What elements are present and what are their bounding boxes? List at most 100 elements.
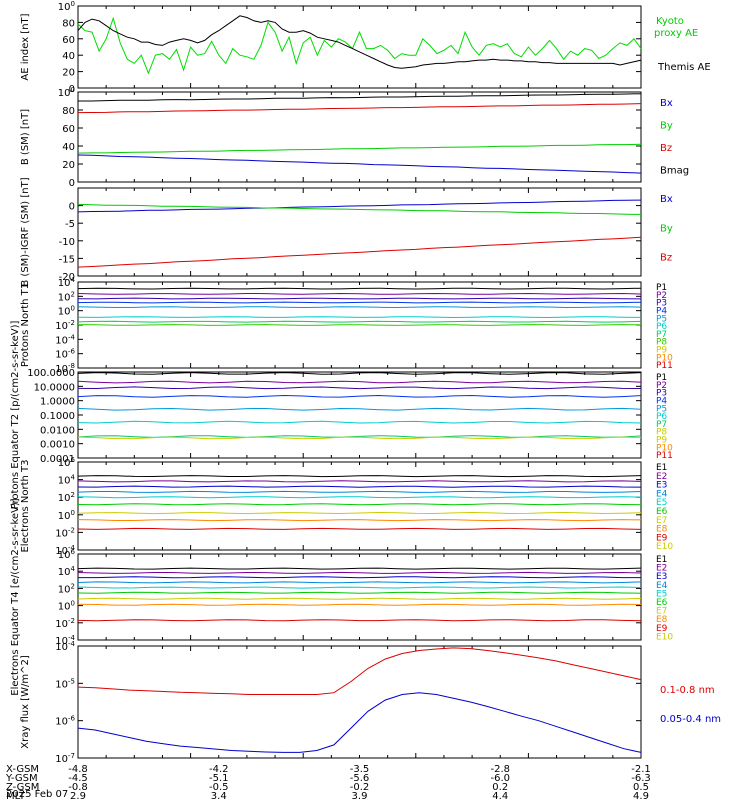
legend-entry: E7	[656, 607, 667, 617]
y-tick-label: -10	[59, 237, 75, 248]
series-line-0.1-0.8 nm	[77, 647, 642, 695]
y-tick-label: 100	[58, 509, 75, 522]
series-line-E7	[77, 597, 642, 600]
series-line-E9	[77, 619, 642, 622]
x-row-value: -4.8	[68, 764, 88, 775]
y-tick-label: 40	[62, 51, 75, 62]
legend-entry: E9	[656, 624, 668, 634]
y-tick-label: 100.0000	[27, 368, 75, 379]
y-tick-label: 60	[62, 124, 75, 135]
legend-entry: E10	[656, 632, 673, 642]
y-tick-label: 102	[58, 290, 75, 303]
y-axis-label: Electrons Equator T4 [e/(cm2-s-sr-keV)]	[10, 498, 21, 695]
panel-frame	[77, 5, 642, 89]
x-row-value: 4.9	[633, 791, 649, 800]
y-tick-label: 10-4	[55, 333, 75, 346]
legend-entry: E2	[656, 564, 667, 574]
series-line-E7	[77, 511, 642, 515]
legend-entry: P11	[656, 451, 673, 461]
y-tick-label: -20	[59, 272, 75, 283]
y-tick-label: 80	[62, 18, 75, 29]
series-line-E6	[77, 503, 642, 506]
legend-entry: By	[660, 121, 673, 132]
panel-5: 0.0001 0.0010 0.0100 0.1000 1.0000 10.0000 100…	[10, 320, 673, 509]
series-line-Bx	[77, 199, 642, 213]
x-axis-labels: X-GSM -4.8 -4.2 -3.5 -2.8 -2.1 Y-GSM -4.5 -5.1 -5…	[5, 764, 651, 800]
x-row-value: 0.2	[492, 782, 508, 793]
x-row-value: -4.2	[209, 764, 229, 775]
y-axis-label: B (SM)-IGRF (SM) [nT]	[20, 177, 31, 286]
y-tick-label: 20	[62, 160, 75, 171]
panel-8: 10-7 10-6 10-5 10-4 Xray flux [W/m^2] 0.1-0.8…	[20, 640, 721, 765]
y-tick-label: 0	[69, 178, 75, 189]
series-line-P8	[77, 324, 642, 326]
legend-entry: Themis AE	[657, 62, 711, 73]
y-axis-label: AE index [nT]	[20, 13, 31, 80]
series-line-By	[77, 203, 642, 215]
series-line-E6	[77, 591, 642, 594]
x-row-value: -0.8	[68, 782, 88, 793]
legend-entry: P6	[656, 412, 667, 422]
panel-2: 0 20 40 60 80 100 B (SM) [nT] Bx By Bz Bmag	[20, 86, 689, 189]
series-line-Bz	[77, 236, 642, 268]
series-line-P1	[77, 372, 642, 375]
legend-entry: P2	[656, 291, 667, 301]
series-line-E1	[77, 567, 642, 570]
series-line-Bmag	[78, 93, 642, 102]
y-tick-label: 0.1000	[40, 411, 75, 422]
y-tick-label: 104	[58, 276, 76, 289]
x-row-label: Y-GSM	[5, 773, 38, 784]
legend: Bx By Bz Bmag	[660, 98, 689, 177]
x-row-value: -3.5	[350, 764, 370, 775]
legend-entry: E2	[656, 472, 667, 482]
legend-entry: E5	[656, 498, 667, 508]
legend-entry: P9	[656, 346, 667, 356]
y-axis-label: Protons Equator T2 [p/(cm2-s-sr-keV)]	[10, 320, 21, 509]
series-line-0.05-0.4 nm	[77, 692, 642, 753]
legend-entry: E8	[656, 615, 668, 625]
x-row-value: 4.4	[492, 791, 508, 800]
y-tick-label: 10-6	[55, 348, 75, 361]
x-row-value: 3.4	[211, 791, 227, 800]
panel-frame	[77, 553, 642, 641]
series-line-P8	[77, 436, 642, 440]
series-line-E3	[77, 485, 642, 488]
legend-entry: E6	[656, 507, 668, 517]
y-tick-label: 100	[58, 305, 75, 318]
series-line-Kyoto proxy AE	[77, 16, 642, 75]
series-line-P3	[77, 386, 642, 390]
x-row-value: -0.5	[209, 782, 229, 793]
y-tick-label: 102	[58, 582, 75, 595]
legend-entry: 0.1-0.8 nm	[660, 685, 715, 696]
legend-entry: Bz	[660, 143, 672, 154]
x-row-value: -6.3	[631, 773, 651, 784]
legend-entry: P8	[656, 338, 667, 348]
legend-entry: P11	[656, 361, 673, 371]
legend-entry: P2	[656, 381, 667, 391]
x-row-value: -2.1	[631, 764, 651, 775]
legend-entry: P10	[656, 353, 673, 363]
legend-entry: E5	[656, 589, 667, 599]
y-tick-label: 0.0001	[40, 454, 75, 465]
legend-entry: E9	[656, 533, 668, 543]
series-line-E2	[77, 480, 642, 483]
series-line-Bz	[77, 103, 642, 114]
series-line-E4	[77, 581, 642, 584]
series-line-P2	[77, 292, 642, 295]
y-tick-label: 106	[58, 548, 76, 561]
panel-frame	[77, 645, 642, 759]
legend-entry: P5	[656, 314, 667, 324]
panel-frame	[77, 371, 642, 459]
y-tick-label: 10-2	[55, 617, 75, 630]
legend-entry: E3	[656, 572, 667, 582]
x-row-value: 0.5	[633, 782, 649, 793]
legend-entry: P4	[656, 396, 667, 406]
y-tick-label: 106	[58, 456, 76, 469]
x-row-value: -5.1	[209, 773, 229, 784]
y-tick-label: 10-8	[55, 362, 75, 375]
y-tick-label: 100	[58, 86, 75, 99]
